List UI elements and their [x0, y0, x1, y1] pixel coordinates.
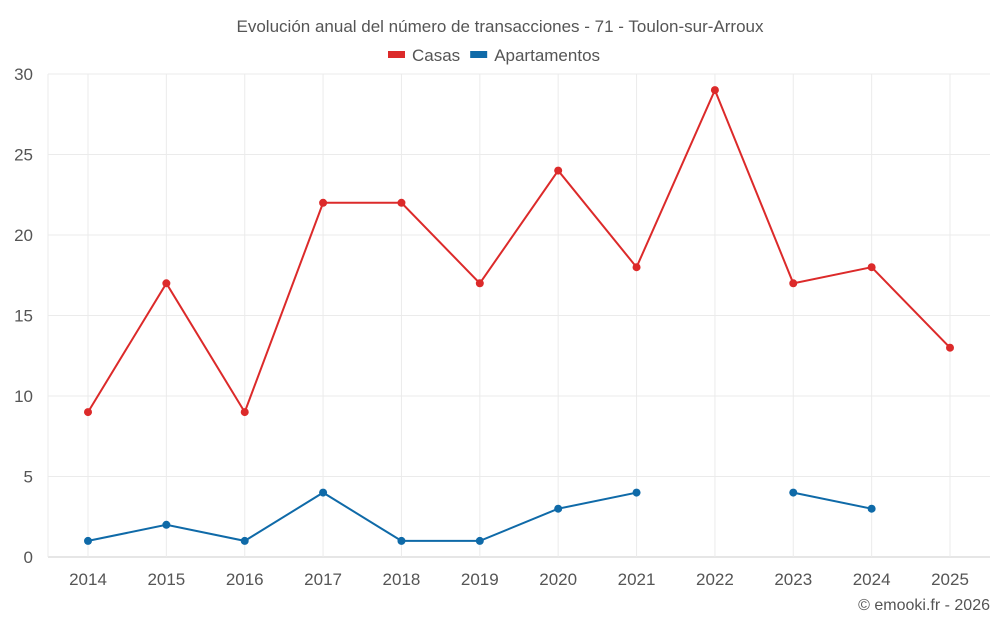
x-tick-label: 2021 — [618, 570, 656, 589]
data-point-casas — [397, 198, 406, 207]
x-tick-label: 2017 — [304, 570, 342, 589]
y-tick-label: 15 — [14, 307, 33, 326]
data-point-apartamentos — [162, 520, 171, 529]
series-group — [84, 86, 954, 545]
y-tick-label: 30 — [14, 65, 33, 84]
series-line-casas — [87, 87, 951, 415]
data-point-apartamentos — [475, 536, 484, 545]
y-tick-label: 0 — [24, 548, 33, 567]
data-point-apartamentos — [867, 504, 876, 513]
x-tick-label: 2023 — [774, 570, 812, 589]
x-tick-label: 2016 — [226, 570, 264, 589]
x-tick-label: 2019 — [461, 570, 499, 589]
credit: © emooki.fr - 2026 — [858, 597, 990, 614]
data-point-apartamentos — [397, 536, 406, 545]
x-tick-label: 2018 — [383, 570, 421, 589]
x-tick-label: 2022 — [696, 570, 734, 589]
data-point-casas — [554, 166, 563, 175]
grid — [47, 73, 990, 558]
data-point-apartamentos — [789, 488, 798, 497]
x-tick-label: 2014 — [69, 570, 107, 589]
y-tick-label: 25 — [14, 146, 33, 165]
legend-label: Apartamentos — [494, 46, 600, 65]
chart-title: Evolución anual del número de transaccio… — [237, 17, 764, 36]
x-tick-label: 2020 — [539, 570, 577, 589]
data-point-casas — [710, 86, 719, 95]
x-tick-label: 2015 — [147, 570, 185, 589]
data-point-casas — [632, 263, 641, 272]
data-point-casas — [162, 279, 171, 288]
data-point-casas — [84, 408, 92, 417]
data-point-apartamentos — [632, 488, 641, 497]
data-point-apartamentos — [84, 536, 92, 545]
y-tick-label: 20 — [14, 226, 33, 245]
x-tick-label: 2024 — [853, 570, 891, 589]
series-line-apartamentos — [87, 491, 872, 542]
data-point-casas — [789, 279, 798, 288]
data-point-apartamentos — [240, 536, 249, 545]
legend-swatch — [470, 51, 488, 58]
data-point-apartamentos — [554, 504, 563, 513]
legend-swatch — [388, 51, 405, 58]
legend-label: Casas — [412, 46, 460, 65]
data-point-apartamentos — [319, 488, 328, 497]
data-point-casas — [319, 198, 328, 207]
data-point-casas — [475, 279, 484, 288]
legend: Casas Apartamentos — [388, 46, 600, 65]
y-tick-label: 10 — [14, 387, 33, 406]
y-tick-label: 5 — [24, 468, 33, 487]
data-point-casas — [946, 343, 954, 352]
data-point-casas — [867, 263, 876, 272]
data-point-casas — [240, 408, 249, 417]
x-tick-label: 2025 — [931, 570, 969, 589]
